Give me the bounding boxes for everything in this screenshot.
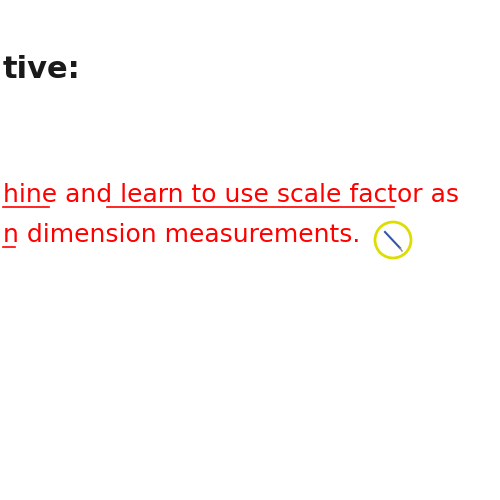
Text: tive:: tive: xyxy=(3,56,81,84)
Text: n dimension measurements.: n dimension measurements. xyxy=(3,223,360,247)
Text: hine and learn to use scale factor as: hine and learn to use scale factor as xyxy=(3,183,459,207)
